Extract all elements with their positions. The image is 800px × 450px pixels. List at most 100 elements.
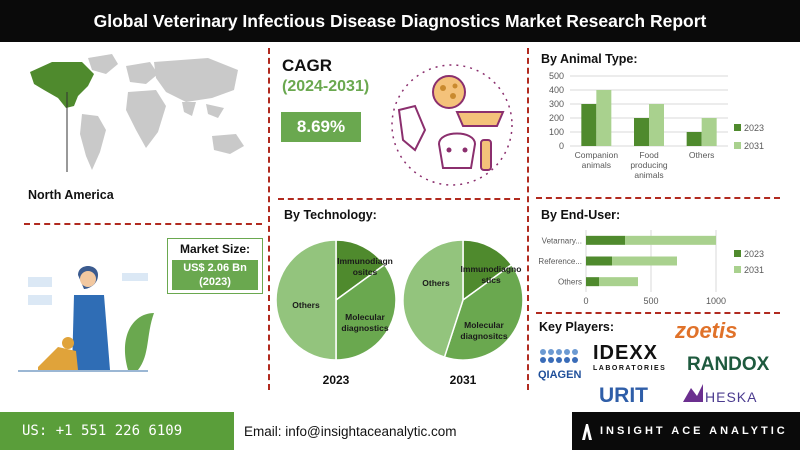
pie-slice [402, 239, 464, 359]
logo-urit: URIT [599, 384, 648, 407]
legend-swatch [734, 142, 741, 149]
x-tick-label: 500 [643, 296, 658, 306]
y-tick-label: 100 [549, 127, 564, 137]
pie-label: Others [422, 278, 450, 288]
divider-center-horizontal [278, 198, 520, 200]
logo-qiagen-mark [540, 349, 578, 363]
market-size-amount: US$ 2.06 Bn [183, 262, 247, 274]
key-players-title: Key Players: [539, 320, 615, 334]
y-tick-label: Vetarnary... [542, 236, 582, 245]
pie-slice [335, 263, 397, 361]
footer-brand: INSIGHT ACE ANALYTIC [572, 412, 800, 450]
divider-left-horizontal [24, 223, 262, 225]
key-players-logos: zoetis QIAGEN IDEXX LABORATORIES RANDOX … [538, 318, 770, 407]
pie-slice [462, 239, 513, 302]
technology-title: By Technology: [284, 208, 377, 222]
bar-2031 [625, 235, 716, 245]
logo-idexx-sub: LABORATORIES [593, 365, 666, 372]
animal-type-chart: 0100200300400500CompanionanimalsFoodprod… [549, 71, 764, 180]
footer-email[interactable]: Email: info@insightaceanalytic.com [234, 412, 572, 450]
divider-left [268, 48, 270, 390]
cat-icon [397, 104, 427, 152]
logo-heska: HESKA [705, 389, 757, 405]
region-label: North America [28, 188, 114, 202]
footer-phone[interactable]: US: +1 551 226 6109 [0, 412, 234, 450]
pie-label: Others [292, 300, 320, 310]
map-australia [212, 134, 244, 154]
pie-year: 2023 [323, 373, 350, 387]
pie-label: Immunodiagn [337, 256, 393, 266]
map-south-america [80, 114, 106, 170]
legend-swatch [734, 250, 741, 257]
legend-label: 2031 [744, 141, 764, 151]
map-europe [126, 62, 158, 84]
footer-brand-text: INSIGHT ACE ANALYTIC [600, 425, 788, 437]
cagr-period: (2024-2031) [282, 78, 370, 95]
dog-face-icon [437, 132, 477, 169]
map-north-america [30, 62, 94, 108]
bottle-icon [480, 139, 492, 171]
market-size-card: Market Size: US$ 2.06 Bn (2023) [167, 238, 263, 294]
vet-illustration [18, 266, 154, 372]
logo-qiagen: QIAGEN [538, 369, 581, 381]
legend-label: 2031 [744, 265, 764, 275]
pie-label: stics [481, 275, 501, 285]
pie-label: Molecular [345, 312, 385, 322]
end-user-title: By End-User: [541, 208, 621, 222]
x-tick-label: animals [634, 170, 663, 180]
bar-2023 [586, 277, 599, 287]
map-africa [126, 90, 166, 148]
brand-logo-icon [582, 424, 592, 440]
dog-icon [38, 347, 78, 370]
bar-2031 [701, 118, 717, 146]
person-coat [72, 295, 110, 370]
bar-2031 [612, 256, 677, 266]
x-tick-label: Food [639, 150, 659, 160]
map-south-asia [182, 102, 196, 116]
animal-type-title: By Animal Type: [541, 52, 638, 66]
logo-randox: RANDOX [687, 354, 770, 375]
pie-label: Molecular [464, 320, 504, 330]
map-southeast-asia [206, 104, 224, 118]
y-tick-label: 400 [549, 85, 564, 95]
bar-2031 [649, 104, 664, 146]
bar-2023 [686, 132, 702, 146]
bar-2023 [581, 104, 597, 146]
bar-2031 [596, 90, 612, 146]
x-tick-label: animals [582, 160, 611, 170]
divider-right-horizontal-2 [536, 312, 780, 314]
market-size-value: US$ 2.06 Bn (2023) [172, 260, 258, 290]
person-head [80, 271, 96, 287]
y-tick-label: 200 [549, 113, 564, 123]
map-greenland [88, 54, 118, 74]
y-tick-label: 300 [549, 99, 564, 109]
end-user-chart: 0 500 1000 Vetarnary... Reference... Others 20… [538, 230, 764, 306]
legend-label: 2023 [744, 249, 764, 259]
legend-swatch [734, 266, 741, 273]
food-bowl-icon [455, 111, 505, 127]
y-tick-label: Reference... [538, 257, 582, 266]
bar-2023 [634, 118, 649, 146]
x-tick-label: producing [630, 160, 668, 170]
y-tick-label: 500 [549, 71, 564, 81]
plant-icon [124, 313, 154, 370]
x-tick-label: 0 [583, 296, 588, 306]
y-tick-label: 0 [559, 141, 564, 151]
x-tick-label: 1000 [706, 296, 726, 306]
market-size-year: (2023) [199, 276, 231, 288]
legend-label: 2023 [744, 123, 764, 133]
world-map [30, 54, 244, 172]
pie-year: 2031 [450, 373, 477, 387]
cagr-value: 8.69% [281, 112, 361, 142]
market-size-title: Market Size: [179, 242, 251, 256]
logo-heska-mark [683, 384, 703, 402]
virus-icon [432, 75, 466, 109]
pie-label: diagnositcs [460, 331, 508, 341]
pie-label: Immunodiagno [461, 264, 522, 274]
x-tick-label: Companion [575, 150, 619, 160]
pie-slice [335, 239, 386, 302]
logo-idexx: IDEXX [593, 342, 658, 364]
divider-right-horizontal-1 [536, 197, 780, 199]
